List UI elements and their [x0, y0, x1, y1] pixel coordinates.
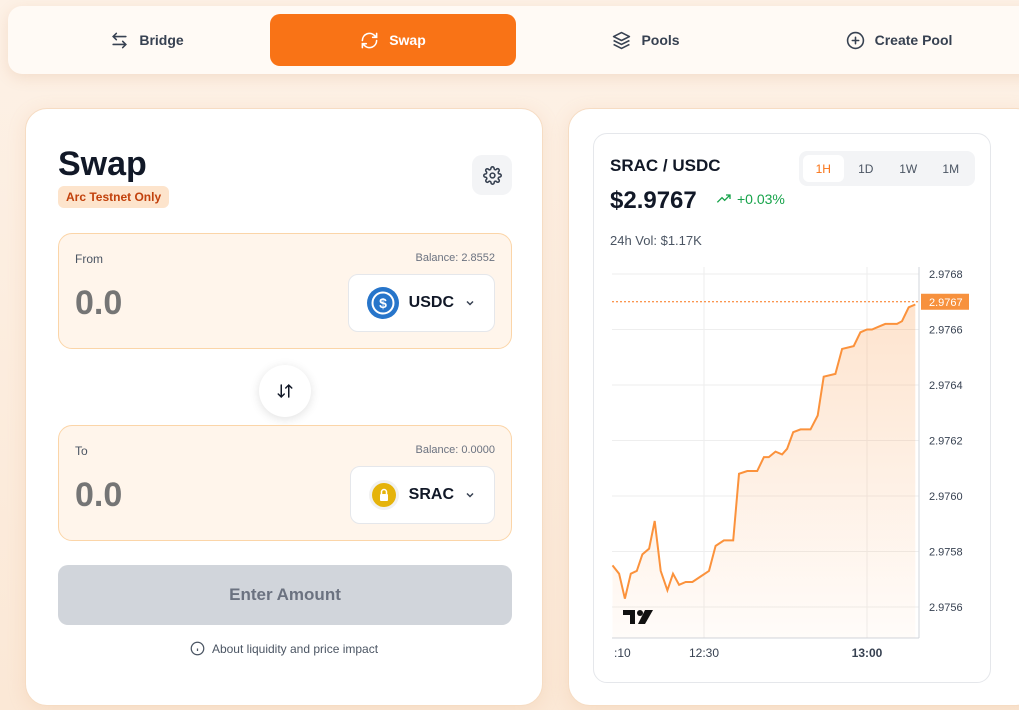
range-1h[interactable]: 1H	[803, 155, 844, 182]
range-selector: 1H 1D 1W 1M	[799, 151, 975, 186]
switch-tokens-button[interactable]	[259, 365, 311, 417]
usdc-icon: $	[366, 287, 399, 319]
y-tick-label: 2.9756	[929, 602, 963, 614]
token-symbol: SRAC	[408, 486, 454, 503]
from-balance: Balance: 2.8552	[415, 252, 495, 264]
gear-icon	[482, 165, 502, 185]
tab-bridge[interactable]: Bridge	[24, 14, 270, 66]
x-tick-label: 13:00	[852, 646, 883, 660]
x-tick-label: 12:30	[689, 646, 719, 660]
last-price-label: 2.9767	[929, 297, 963, 309]
range-1d[interactable]: 1D	[858, 161, 874, 176]
last-price-box	[921, 293, 969, 310]
tab-label: Create Pool	[874, 32, 953, 48]
y-tick-label: 2.9764	[929, 380, 963, 392]
range-1m[interactable]: 1M	[942, 161, 960, 176]
swap-vertical-icon	[277, 383, 293, 399]
arrows-left-right-icon	[112, 32, 128, 48]
from-panel: From Balance: 2.8552 $ USDC	[58, 233, 512, 349]
y-tick-label: 2.9760	[929, 491, 963, 503]
page-title: Swap	[58, 145, 147, 183]
trending-up-icon	[716, 194, 731, 203]
to-label: To	[75, 444, 88, 458]
y-tick-label: 2.9762	[929, 436, 963, 448]
network-badge: Arc Testnet Only	[58, 186, 170, 208]
chevron-down-icon	[466, 300, 474, 306]
y-tick-label: 2.9758	[929, 547, 963, 559]
pair-name: SRAC / USDC	[610, 156, 721, 175]
price-line	[611, 303, 916, 599]
to-token-select[interactable]: SRAC	[349, 466, 495, 524]
from-amount-input[interactable]	[75, 284, 315, 323]
x-tick-label: :10	[614, 646, 631, 660]
tradingview-logo	[623, 610, 653, 624]
svg-text:$: $	[379, 295, 387, 311]
current-price: $2.9767	[610, 187, 697, 214]
change-value: +0.03%	[737, 191, 785, 207]
from-token-select[interactable]: $ USDC	[347, 274, 495, 332]
range-1w[interactable]: 1W	[899, 161, 918, 176]
tab-pools[interactable]: Pools	[523, 14, 769, 66]
refresh-icon	[361, 32, 378, 48]
from-label: From	[75, 252, 103, 266]
tab-label: Pools	[641, 32, 680, 48]
volume: 24h Vol: $1.17K	[610, 233, 702, 248]
price-chart[interactable]: 2.9767 2.9768 2.9766 2.9764 2.9762 2.9760 2.9…	[594, 134, 992, 684]
info-icon	[190, 641, 205, 656]
settings-button[interactable]	[472, 155, 512, 195]
to-amount-input[interactable]	[75, 476, 315, 515]
chevron-down-icon	[466, 492, 474, 498]
tab-create-pool[interactable]: Create Pool	[776, 14, 1019, 66]
y-tick-label: 2.9766	[929, 325, 963, 337]
price-change: +0.03%	[716, 191, 785, 207]
tab-label: Bridge	[139, 32, 184, 48]
to-balance: Balance: 0.0000	[415, 444, 495, 456]
layers-icon	[613, 31, 631, 49]
chart-panel: SRAC / USDC $2.9767 +0.03% 24h Vol: $1.1…	[593, 133, 991, 683]
token-symbol: USDC	[408, 294, 454, 311]
plus-circle-icon	[846, 31, 864, 49]
tab-label: Swap	[389, 32, 426, 48]
y-tick-label: 2.9768	[929, 269, 963, 281]
enter-amount-button[interactable]: Enter Amount	[58, 565, 512, 625]
market-card: SRAC / USDC $2.9767 +0.03% 24h Vol: $1.1…	[568, 108, 1019, 706]
srac-icon	[368, 480, 399, 510]
top-nav: Bridge Swap Pools Create Pool	[8, 6, 1019, 74]
tab-swap[interactable]: Swap	[270, 14, 516, 66]
about-link[interactable]: About liquidity and price impact	[26, 641, 542, 656]
about-text: About liquidity and price impact	[211, 641, 379, 656]
price-area	[612, 304, 916, 638]
swap-card: Swap Arc Testnet Only From Balance: 2.85…	[25, 108, 543, 706]
to-panel: To Balance: 0.0000 SRAC	[58, 425, 512, 541]
